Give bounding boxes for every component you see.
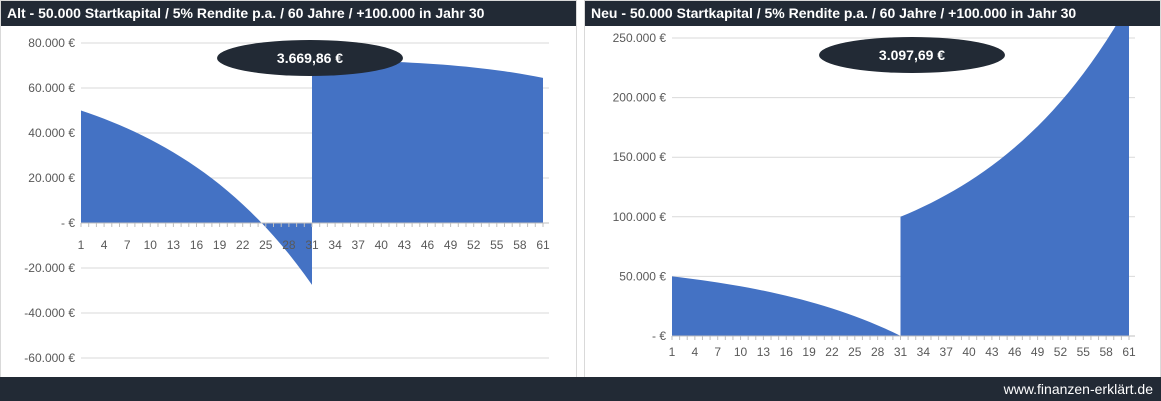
x-tick-label: 25 <box>259 238 273 252</box>
x-tick-label: 55 <box>1077 345 1091 359</box>
chart-title-neu: Neu - 50.000 Startkapital / 5% Rendite p… <box>585 1 1160 26</box>
x-tick-label: 4 <box>101 238 108 252</box>
x-tick-label: 7 <box>714 345 721 359</box>
chart-neu: - € 50.000 € 100.000 € 150.000 € 200.000 € 25… <box>613 26 1136 359</box>
y-tick-label: 100.000 € <box>613 210 667 224</box>
x-tick-label: 10 <box>734 345 748 359</box>
x-tick-label: 19 <box>802 345 816 359</box>
y-tick-label: -40.000 € <box>24 306 75 320</box>
callout-ellipse <box>819 37 1005 73</box>
y-tick-label: -20.000 € <box>24 261 75 275</box>
website-link[interactable]: www.finanzen-erklärt.de <box>1003 381 1153 397</box>
x-tick-label: 1 <box>78 238 85 252</box>
x-tick-label: 58 <box>513 238 527 252</box>
x-tick-label: 49 <box>1031 345 1045 359</box>
x-tick-label: 46 <box>1008 345 1022 359</box>
area-series-1 <box>672 26 1129 336</box>
x-tick-label: 16 <box>190 238 204 252</box>
y-tick-label: - € <box>652 329 666 343</box>
x-tick-label: 58 <box>1099 345 1113 359</box>
x-tick-label: 34 <box>917 345 931 359</box>
chart-panel-neu: Neu - 50.000 Startkapital / 5% Rendite p… <box>584 0 1161 378</box>
x-tick-label: 46 <box>421 238 435 252</box>
x-tick-label: 43 <box>985 345 999 359</box>
x-tick-label: 34 <box>328 238 342 252</box>
x-tick-label: 28 <box>871 345 885 359</box>
y-tick-label: 250.000 € <box>613 31 667 45</box>
area-series-0 <box>81 59 543 285</box>
x-tick-label: 28 <box>282 238 296 252</box>
y-tick-label: 80.000 € <box>28 36 75 50</box>
x-tick-label: 40 <box>962 345 976 359</box>
x-tick-label: 61 <box>536 238 550 252</box>
chart-title-alt: Alt - 50.000 Startkapital / 5% Rendite p… <box>1 1 576 26</box>
x-tick-label: 55 <box>490 238 504 252</box>
x-tick-label: 22 <box>825 345 839 359</box>
y-tick-label: 50.000 € <box>619 269 666 283</box>
x-tick-label: 22 <box>236 238 250 252</box>
y-tick-label: 60.000 € <box>28 81 75 95</box>
x-tick-label: 16 <box>780 345 794 359</box>
y-tick-label: -60.000 € <box>24 351 75 365</box>
x-tick-label: 25 <box>848 345 862 359</box>
y-tick-label: 200.000 € <box>613 91 667 105</box>
x-tick-label: 43 <box>398 238 412 252</box>
footer-bar: www.finanzen-erklärt.de <box>0 377 1161 401</box>
y-tick-label: - € <box>61 216 75 230</box>
x-tick-label: 52 <box>1054 345 1068 359</box>
x-tick-label: 31 <box>305 238 319 252</box>
chart-alt: -60.000 € -40.000 € -20.000 € - € 20.000 € 40… <box>24 36 550 365</box>
x-tick-label: 37 <box>352 238 366 252</box>
x-tick-label: 13 <box>757 345 771 359</box>
x-tick-label: 4 <box>692 345 699 359</box>
x-tick-label: 52 <box>467 238 481 252</box>
x-tick-label: 61 <box>1122 345 1136 359</box>
y-tick-label: 150.000 € <box>613 150 667 164</box>
chart-panel-alt: Alt - 50.000 Startkapital / 5% Rendite p… <box>0 0 577 378</box>
y-tick-label: 20.000 € <box>28 171 75 185</box>
x-tick-label: 37 <box>940 345 954 359</box>
x-tick-label: 40 <box>375 238 389 252</box>
x-tick-label: 7 <box>124 238 131 252</box>
x-tick-label: 31 <box>894 345 908 359</box>
x-tick-label: 1 <box>669 345 676 359</box>
x-tick-label: 13 <box>167 238 181 252</box>
callout-ellipse <box>217 40 403 76</box>
x-tick-label: 49 <box>444 238 458 252</box>
callout-value: 3.669,86 € <box>277 50 343 66</box>
x-tick-label: 10 <box>144 238 158 252</box>
x-tick-label: 19 <box>213 238 227 252</box>
callout-value: 3.097,69 € <box>879 47 945 63</box>
y-tick-label: 40.000 € <box>28 126 75 140</box>
